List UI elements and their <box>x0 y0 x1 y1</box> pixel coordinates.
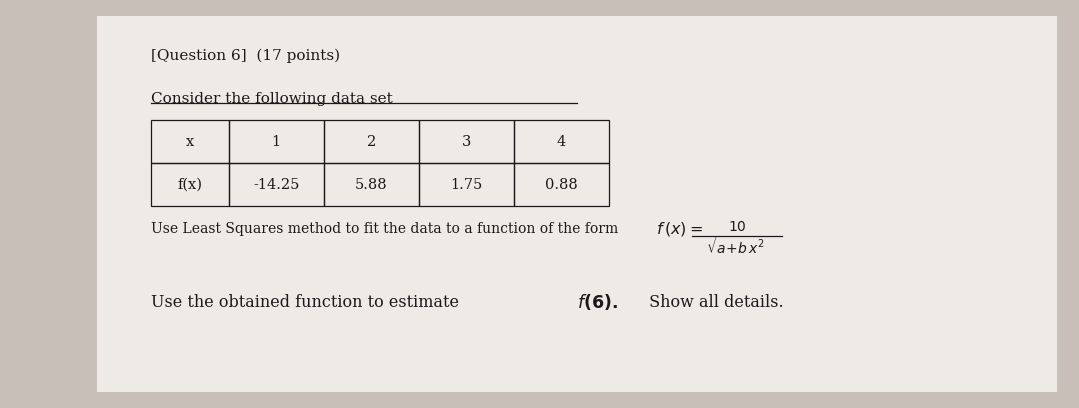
Text: $f\,(x) =$: $f\,(x) =$ <box>656 220 704 238</box>
Bar <box>419 163 514 206</box>
Text: $\sqrt{a{+}b\,x^2}$: $\sqrt{a{+}b\,x^2}$ <box>707 237 767 258</box>
Text: 5.88: 5.88 <box>355 177 387 192</box>
Bar <box>151 163 229 206</box>
Text: x: x <box>186 135 194 149</box>
Bar <box>229 163 324 206</box>
Text: $10$: $10$ <box>727 220 747 234</box>
Text: Use the obtained function to estimate: Use the obtained function to estimate <box>151 294 464 311</box>
Bar <box>229 120 324 163</box>
Text: Consider the following data set: Consider the following data set <box>151 92 393 106</box>
Text: 1.75: 1.75 <box>450 177 482 192</box>
Text: 2: 2 <box>367 135 375 149</box>
Text: Show all details.: Show all details. <box>644 294 783 311</box>
Text: 1: 1 <box>272 135 281 149</box>
Text: 0.88: 0.88 <box>545 177 577 192</box>
Text: 4: 4 <box>557 135 565 149</box>
FancyBboxPatch shape <box>97 16 1057 392</box>
Text: f(x): f(x) <box>177 177 203 192</box>
Bar <box>419 120 514 163</box>
Bar <box>324 163 419 206</box>
Bar <box>514 163 609 206</box>
Bar <box>151 120 229 163</box>
Text: 3: 3 <box>462 135 470 149</box>
Text: -14.25: -14.25 <box>254 177 299 192</box>
Bar <box>514 120 609 163</box>
Text: $\mathbf{\it{f}}$$\mathbf{(6).}$: $\mathbf{\it{f}}$$\mathbf{(6).}$ <box>577 292 618 312</box>
Text: Use Least Squares method to fit the data to a function of the form: Use Least Squares method to fit the data… <box>151 222 623 236</box>
Bar <box>324 120 419 163</box>
Text: [Question 6]  (17 points): [Question 6] (17 points) <box>151 49 340 63</box>
